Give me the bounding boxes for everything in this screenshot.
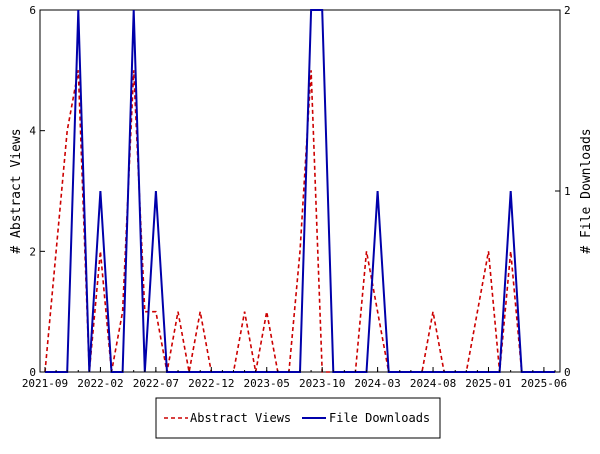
legend: Abstract Views File Downloads (156, 398, 440, 438)
x-tick-label: 2022-12 (188, 377, 234, 390)
plot-border (40, 10, 560, 372)
x-tick-label: 2022-07 (133, 377, 179, 390)
x-tick-label: 2023-05 (244, 377, 290, 390)
legend-item-abstract-views-label: Abstract Views (190, 411, 291, 425)
series-layer (45, 10, 555, 372)
x-tick-label: 2021-09 (22, 377, 68, 390)
x-tick-label: 2025-06 (521, 377, 567, 390)
x-tick-label: 2023-10 (299, 377, 345, 390)
x-tick-label: 2025-01 (465, 377, 511, 390)
y-axis-label-left: # Abstract Views (9, 128, 24, 253)
series-line-abstract-views (45, 70, 555, 372)
plot-frame (40, 10, 560, 372)
x-tick-label: 2024-03 (354, 377, 400, 390)
y-tick-label-left: 4 (29, 125, 36, 138)
y-tick-label-right: 1 (564, 185, 571, 198)
x-tick-label: 2024-08 (410, 377, 456, 390)
x-tick-label: 2022-02 (77, 377, 123, 390)
y-tick-label-right: 2 (564, 4, 571, 17)
y-tick-label-left: 6 (29, 4, 36, 17)
y-axis-label-right: # File Downloads (579, 128, 594, 253)
legend-item-file-downloads-label: File Downloads (329, 411, 430, 425)
y-tick-label-left: 2 (29, 245, 36, 258)
